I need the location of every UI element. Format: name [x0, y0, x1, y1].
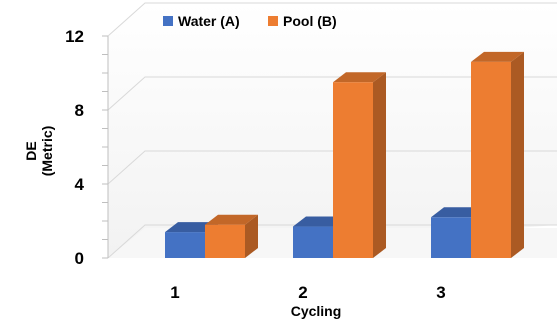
x-tick-label: 2 [298, 283, 307, 302]
legend-swatch-pool [268, 16, 278, 26]
y-tick-label: 4 [75, 175, 85, 194]
bar-pool-2 [333, 72, 386, 258]
legend: Water (A) Pool (B) [163, 13, 337, 29]
gridline [107, 2, 557, 37]
gridline [107, 150, 557, 185]
x-tick-label: 1 [170, 283, 179, 302]
y-axis-title-line2: (Metric) [39, 126, 55, 177]
legend-label-water: Water (A) [178, 13, 240, 29]
y-axis-title-line1: DE [23, 141, 39, 160]
legend-label-pool: Pool (B) [283, 13, 337, 29]
legend-swatch-water [163, 16, 173, 26]
y-tick-label: 0 [75, 249, 84, 268]
bar-pool-1 [205, 214, 258, 258]
chart-back-wall [108, 3, 557, 258]
gridline [107, 76, 557, 111]
bar-pool-3 [471, 51, 524, 259]
y-tick-label: 8 [75, 101, 84, 120]
x-tick-label: 3 [436, 283, 445, 302]
x-axis-title: Cycling [291, 303, 342, 319]
gridline [107, 224, 557, 259]
y-tick-label: 12 [65, 27, 84, 46]
